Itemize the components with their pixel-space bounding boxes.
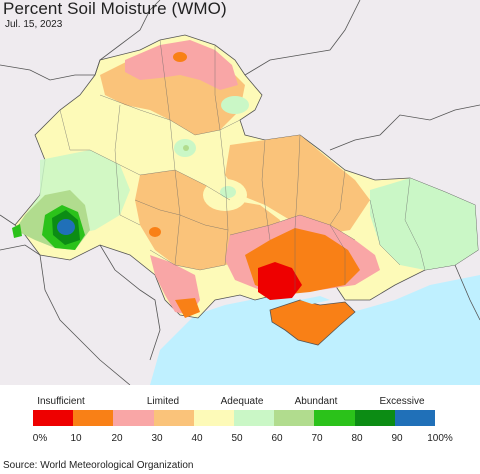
zone-excessive-west <box>57 219 75 235</box>
zone-small-green <box>12 224 22 238</box>
legend-color-bar <box>33 410 436 426</box>
legend-tick: 90 <box>391 433 403 444</box>
legend-tick: 10 <box>70 433 82 444</box>
legend-swatch <box>113 410 154 426</box>
country-borders <box>0 0 480 385</box>
legend-tick: 80 <box>351 433 363 444</box>
legend-category-insufficient: Insufficient <box>37 396 85 407</box>
zone-pink-north <box>125 40 238 90</box>
legend-swatch <box>394 410 436 426</box>
legend-swatch <box>33 410 74 426</box>
legend-swatch <box>354 410 395 426</box>
legend-tick: 100% <box>427 433 453 444</box>
zone-orange-southwest <box>175 298 200 318</box>
map-date: Jul. 15, 2023 <box>5 19 63 30</box>
legend-swatch <box>153 410 194 426</box>
zone-adequate-north <box>221 96 249 114</box>
legend-category-excessive: Excessive <box>379 396 425 407</box>
legend-tick: 70 <box>311 433 323 444</box>
map-title: Percent Soil Moisture (WMO) <box>3 0 227 18</box>
legend-tick: 20 <box>111 433 123 444</box>
zone-insufficient-south <box>258 262 302 300</box>
region-borders <box>59 39 426 290</box>
legend-swatch <box>314 410 355 426</box>
legend-swatch <box>274 410 315 426</box>
source-credit: Source: World Meteorological Organizatio… <box>3 460 194 471</box>
zone-adequate-center3 <box>220 186 236 198</box>
legend-category-adequate: Adequate <box>220 396 264 407</box>
legend-tick: 50 <box>231 433 243 444</box>
legend-tick: 60 <box>271 433 283 444</box>
legend-swatch <box>234 410 275 426</box>
legend-swatch <box>193 410 235 426</box>
coastal-lagoon <box>300 296 330 304</box>
zone-orange-spot <box>173 52 187 62</box>
legend-tick: 30 <box>151 433 163 444</box>
legend-category-abundant: Abundant <box>294 396 338 407</box>
legend-tick: 0% <box>32 433 48 444</box>
zone-adequate-east <box>370 178 478 270</box>
zone-abundant-dot <box>183 145 189 151</box>
soil-moisture-map <box>0 0 480 385</box>
zone-orange-spot2 <box>149 227 161 237</box>
legend-swatch <box>73 410 114 426</box>
legend-category-limited: Limited <box>146 396 180 407</box>
legend-tick: 40 <box>191 433 203 444</box>
